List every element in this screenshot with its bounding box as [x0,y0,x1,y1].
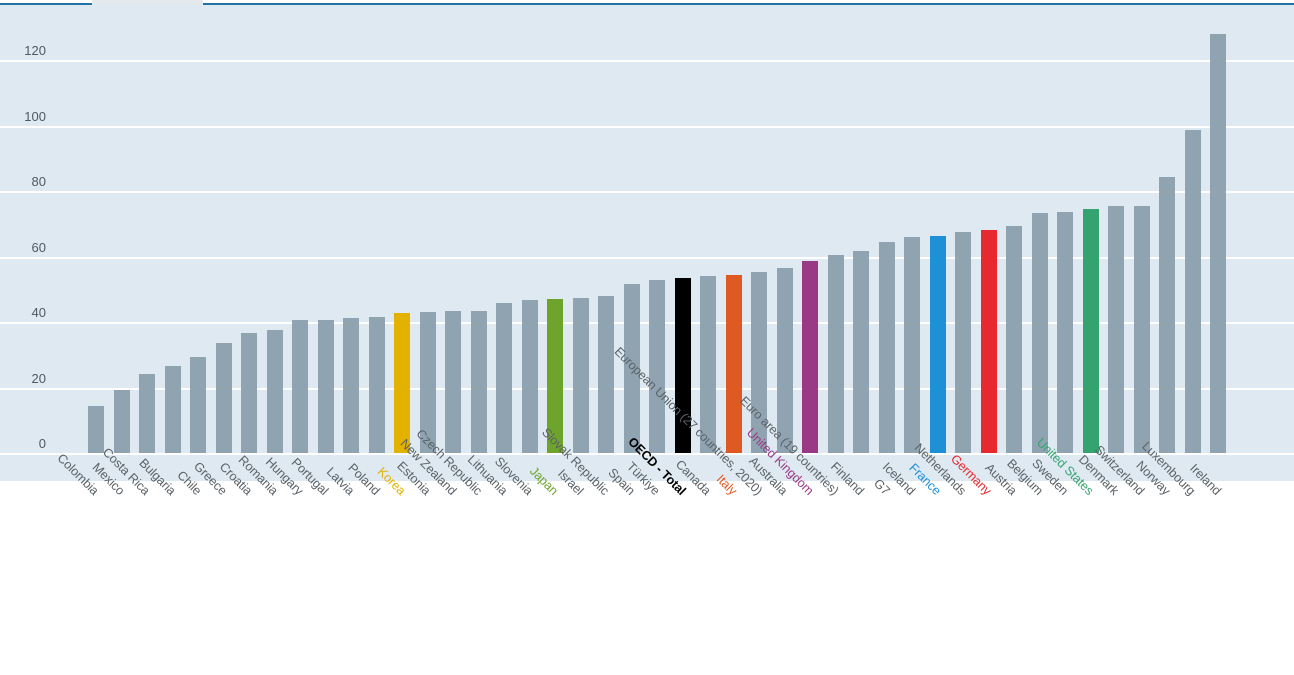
bar-latvia[interactable] [343,317,360,453]
bar-costa-rica[interactable] [139,374,156,453]
bar-australia[interactable] [776,268,793,453]
y-tick-label-80: 80 [31,174,46,190]
y-tick-label-20: 20 [31,370,46,386]
bar-korea[interactable] [394,312,411,453]
bar-colombia[interactable] [88,405,105,453]
bar-romania[interactable] [266,329,283,453]
bar-israel[interactable] [572,297,589,453]
gridline-60 [0,256,1294,259]
gridline-120 [0,60,1294,63]
bar-germany[interactable] [980,230,997,453]
plot-area [0,5,1294,481]
bar-hungary[interactable] [292,320,309,453]
gridline-0 [0,453,1294,455]
bar-luxembourg[interactable] [1184,130,1201,453]
bar-switzerland[interactable] [1133,205,1150,453]
bar-united-kingdom[interactable] [802,260,819,453]
bar-italy[interactable] [725,274,742,453]
y-tick-label-40: 40 [31,305,46,321]
bar-finland[interactable] [853,251,870,453]
gridline-100 [0,125,1294,128]
bar-denmark[interactable] [1108,206,1125,453]
bar-belgium[interactable] [1031,213,1048,453]
bar-estonia[interactable] [419,312,436,453]
y-tick-label-0: 0 [38,436,46,451]
bar-greece[interactable] [215,342,232,453]
bar-slovak-republic[interactable] [598,295,615,453]
bar-mexico[interactable] [113,389,130,453]
y-tick-label-100: 100 [24,108,46,124]
bar-lithuania[interactable] [496,303,513,453]
bar-croatia[interactable] [241,332,258,453]
bar-japan[interactable] [547,298,564,453]
bar-czech-republic[interactable] [470,311,487,453]
y-tick-label-60: 60 [31,239,46,255]
bar-bulgaria[interactable] [164,365,181,453]
bar-slovenia[interactable] [521,299,538,453]
gridline-40 [0,322,1294,325]
bar-new-zealand[interactable] [445,311,462,453]
bar-g7[interactable] [878,241,895,453]
bar-norway[interactable] [1159,177,1176,453]
bar-united-states[interactable] [1082,208,1099,453]
bar-portugal[interactable] [317,319,334,453]
bar-iceland[interactable] [904,237,921,453]
gridline-80 [0,191,1294,194]
bar-poland[interactable] [368,316,385,453]
bar-netherlands[interactable] [955,232,972,453]
gridline-20 [0,387,1294,390]
bar-european-union-27-countries-2020[interactable] [751,272,768,453]
bar-ireland[interactable] [1210,34,1227,453]
bar-chile[interactable] [190,357,207,453]
y-tick-label-120: 120 [24,43,46,59]
bar-oecd-total[interactable] [674,278,691,453]
bar-canada[interactable] [700,276,717,453]
bar-austria[interactable] [1006,225,1023,453]
bar-sweden[interactable] [1057,212,1074,453]
tab-notch [92,0,203,7]
bar-euro-area-19-countries[interactable] [827,254,844,453]
top-border-right [203,3,1294,5]
bar-spain[interactable] [623,283,640,453]
top-border-left [0,3,92,5]
bar-france[interactable] [929,235,946,453]
bar-t-rkiye[interactable] [649,279,666,453]
